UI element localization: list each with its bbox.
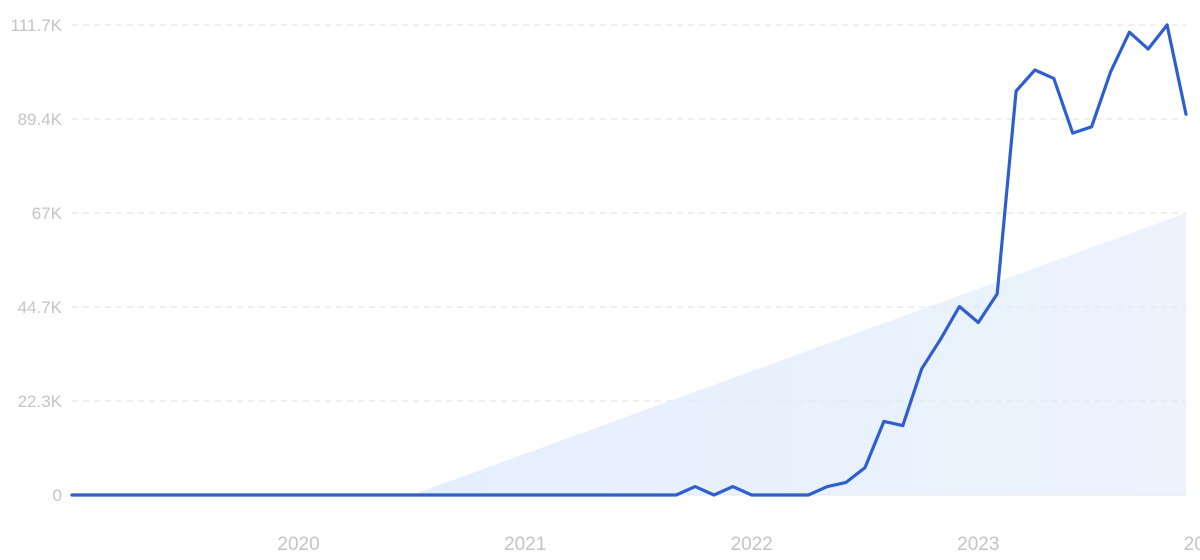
x-tick-label: 2024 <box>1184 534 1200 555</box>
x-tick-label: 2023 <box>957 534 999 555</box>
y-tick-label: 89.4K <box>18 110 63 129</box>
x-tick-label: 2020 <box>277 534 319 555</box>
x-axis: 2020 2021 2022 2023 2024 <box>277 534 1200 555</box>
x-tick-label: 2022 <box>731 534 773 555</box>
y-tick-label: 22.3K <box>18 392 63 411</box>
trend-layer <box>411 213 1187 495</box>
x-tick-label: 2021 <box>504 534 546 555</box>
y-axis: 0 22.3K 44.7K 67K 89.4K 111.7K <box>11 16 63 505</box>
y-tick-label: 67K <box>32 204 63 223</box>
y-tick-label: 111.7K <box>11 16 63 35</box>
series-layer <box>70 23 1188 497</box>
y-tick-label: 44.7K <box>18 298 63 317</box>
trend-area <box>411 213 1187 495</box>
y-tick-label: 0 <box>53 486 62 505</box>
series-line <box>70 23 1188 497</box>
